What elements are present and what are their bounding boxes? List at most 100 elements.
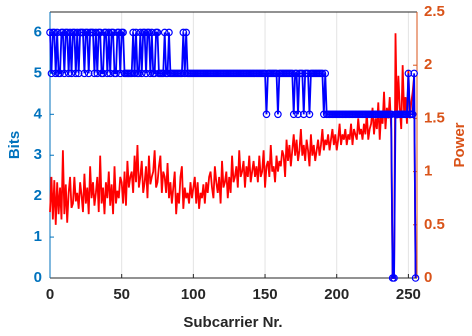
- marker: [112, 69, 120, 78]
- marker: [160, 28, 169, 37]
- data-line: [49, 31, 417, 279]
- x-tick-label: 0: [46, 286, 54, 303]
- marker: [51, 69, 60, 78]
- y2-tick-label: 2: [424, 56, 432, 73]
- y2-tick-label: 2.5: [424, 3, 445, 20]
- marker: [72, 69, 80, 78]
- marker: [180, 69, 189, 78]
- y2-tick-label: 0.5: [424, 216, 445, 233]
- marker: [50, 28, 59, 37]
- x-tick-label: 150: [253, 286, 278, 303]
- marker: [404, 69, 413, 78]
- marker: [104, 28, 113, 37]
- marker: [53, 28, 61, 37]
- marker: [145, 28, 153, 37]
- y-tick-label: 3: [34, 146, 42, 163]
- marker: [411, 274, 420, 282]
- marker: [289, 110, 298, 119]
- y2-tick-label: 0: [424, 269, 432, 286]
- marker: [106, 69, 115, 78]
- marker: [135, 69, 143, 78]
- marker: [410, 69, 418, 78]
- marker: [129, 28, 137, 37]
- marker: [84, 69, 93, 78]
- y-axis-label: Bits: [6, 131, 23, 159]
- marker: [165, 28, 173, 37]
- x-tick-label: 100: [181, 286, 206, 303]
- marker: [288, 69, 297, 78]
- marker: [140, 28, 149, 37]
- y-tick-label: 5: [34, 64, 42, 81]
- x-tick-label: 200: [324, 286, 349, 303]
- marker: [115, 28, 123, 37]
- marker: [294, 110, 302, 119]
- marker: [80, 69, 89, 78]
- y2-tick-label: 1: [424, 163, 432, 180]
- marker: [56, 69, 64, 78]
- marker: [272, 69, 281, 78]
- marker: [320, 110, 328, 119]
- marker: [96, 28, 104, 37]
- y-tick-label: 0: [34, 269, 42, 286]
- marker: [66, 28, 74, 37]
- y-tick-label: 6: [34, 23, 42, 40]
- marker: [67, 69, 76, 78]
- marker: [83, 28, 92, 37]
- marker: [387, 110, 395, 119]
- marker: [132, 28, 140, 37]
- marker: [99, 69, 107, 78]
- marker: [390, 274, 398, 282]
- marker: [137, 69, 146, 78]
- marker: [130, 69, 139, 78]
- marker: [182, 28, 190, 37]
- marker: [146, 69, 155, 78]
- data-line: [49, 33, 417, 279]
- marker: [70, 28, 79, 37]
- marker: [163, 69, 172, 78]
- marker: [90, 69, 99, 78]
- marker: [47, 69, 56, 78]
- marker: [46, 28, 54, 37]
- marker: [60, 69, 69, 78]
- marker: [150, 69, 159, 78]
- marker: [79, 28, 87, 37]
- marker: [179, 28, 188, 37]
- marker: [318, 69, 327, 78]
- marker: [64, 69, 73, 78]
- marker: [298, 69, 307, 78]
- marker: [109, 28, 117, 37]
- marker: [103, 69, 112, 78]
- marker: [102, 28, 110, 37]
- marker: [119, 28, 127, 37]
- y-tick-label: 4: [34, 105, 43, 122]
- y2-axis-label: Power: [451, 122, 468, 167]
- marker: [153, 28, 162, 37]
- marker: [116, 69, 125, 78]
- marker: [73, 28, 82, 37]
- marker: [127, 69, 136, 78]
- x-tick-label: 50: [113, 286, 130, 303]
- marker: [408, 110, 417, 119]
- marker: [262, 110, 271, 119]
- y2-tick-label: 1.5: [424, 109, 445, 126]
- marker: [292, 69, 301, 78]
- marker: [63, 28, 72, 37]
- marker: [159, 69, 168, 78]
- marker: [92, 28, 100, 37]
- marker: [261, 69, 269, 78]
- marker: [93, 69, 102, 78]
- marker: [147, 28, 156, 37]
- marker: [59, 28, 67, 37]
- x-tick-label: 250: [396, 286, 421, 303]
- marker: [304, 69, 312, 78]
- marker: [299, 110, 308, 119]
- marker: [321, 69, 330, 78]
- x-axis-label: Subcarrier Nr.: [183, 314, 282, 331]
- marker: [274, 110, 282, 119]
- marker: [178, 69, 186, 78]
- marker: [403, 110, 411, 119]
- marker: [142, 69, 150, 78]
- marker: [74, 69, 83, 78]
- marker: [136, 28, 145, 37]
